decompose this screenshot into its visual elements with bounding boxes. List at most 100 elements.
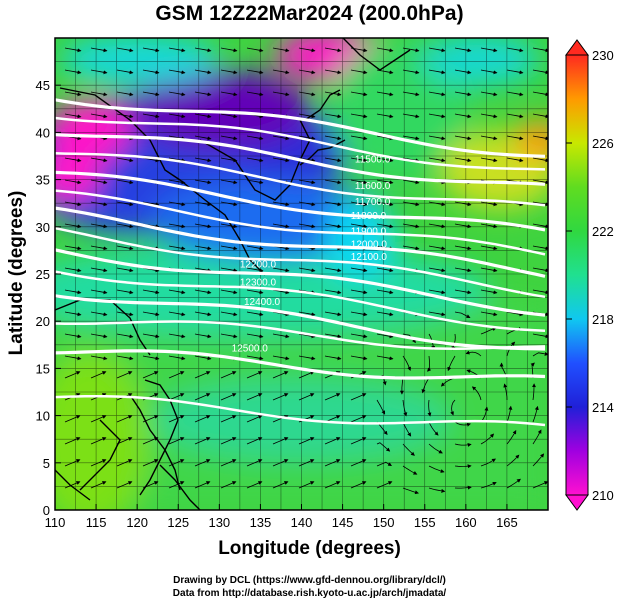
- streamline: [90, 355, 108, 361]
- streamline: [480, 135, 498, 141]
- streamline: [116, 91, 134, 97]
- streamline: [506, 405, 513, 423]
- streamline: [194, 91, 212, 97]
- streamline: [272, 157, 290, 163]
- height-contour: [55, 270, 546, 333]
- streamline: [454, 421, 471, 427]
- streamline: [298, 311, 316, 317]
- streamline: [402, 179, 420, 185]
- streamline: [454, 267, 472, 273]
- streamline: [246, 481, 263, 489]
- streamline: [350, 223, 368, 229]
- streamline: [246, 311, 264, 317]
- streamline: [421, 377, 430, 394]
- streamline: [246, 135, 264, 141]
- streamline: [194, 245, 212, 251]
- streamline: [64, 69, 82, 75]
- streamline: [454, 47, 472, 53]
- streamline: [116, 415, 133, 423]
- x-tick-label: 155: [414, 515, 436, 530]
- streamline: [64, 437, 81, 445]
- streamline: [454, 223, 472, 229]
- x-tick-label: 120: [126, 515, 148, 530]
- streamline: [532, 383, 536, 401]
- streamline: [246, 355, 264, 361]
- streamline: [90, 311, 108, 317]
- streamline: [376, 289, 394, 295]
- streamline: [64, 333, 82, 339]
- streamline: [402, 91, 420, 97]
- x-tick-label: 140: [291, 515, 313, 530]
- streamline: [168, 311, 186, 317]
- streamline: [168, 223, 186, 229]
- streamline: [471, 386, 482, 401]
- streamline: [480, 267, 498, 273]
- streamline: [64, 371, 81, 379]
- streamline: [298, 179, 316, 185]
- streamline: [324, 47, 342, 53]
- streamline: [454, 157, 472, 163]
- streamline: [168, 393, 185, 401]
- streamline: [90, 415, 107, 423]
- streamline: [220, 289, 238, 295]
- streamline: [324, 437, 341, 445]
- streamline: [168, 333, 186, 339]
- streamline: [246, 371, 263, 379]
- height-contour: [55, 206, 546, 278]
- streamline: [480, 113, 498, 119]
- streamline: [142, 333, 160, 339]
- streamline: [90, 91, 108, 97]
- height-contour: [55, 248, 546, 317]
- height-contour: [55, 152, 546, 207]
- streamline: [480, 47, 498, 53]
- streamline: [532, 333, 548, 339]
- streamline: [116, 113, 134, 119]
- streamline: [272, 481, 289, 489]
- streamline: [532, 91, 548, 97]
- streamline: [376, 399, 386, 415]
- streamline: [142, 437, 159, 445]
- streamline: [503, 383, 508, 401]
- streamline: [428, 201, 446, 207]
- streamline: [324, 267, 342, 273]
- temperature-field: 11500.0 11600.0 11700.0 11800.0 11900.0 12000…: [55, 38, 548, 510]
- streamline: [272, 437, 289, 445]
- streamline: [194, 459, 211, 467]
- streamline: [480, 223, 498, 229]
- contour-label: 12000.0: [351, 240, 388, 251]
- streamline: [506, 135, 524, 141]
- streamline: [220, 459, 237, 467]
- streamline: [220, 393, 237, 401]
- streamline: [64, 459, 81, 467]
- streamline: [194, 289, 212, 295]
- streamline: [298, 91, 316, 97]
- streamline: [272, 47, 290, 53]
- streamline: [428, 91, 446, 97]
- streamline: [402, 487, 419, 495]
- streamline: [399, 377, 404, 395]
- streamline: [64, 157, 82, 163]
- streamline: [532, 453, 545, 467]
- streamline: [194, 481, 211, 489]
- streamline: [465, 350, 482, 357]
- streamline: [480, 327, 497, 335]
- streamline: [90, 437, 107, 445]
- streamline: [116, 355, 134, 361]
- streamline: [428, 69, 446, 75]
- streamline: [350, 179, 368, 185]
- streamline: [454, 485, 472, 490]
- x-tick-label: 145: [332, 515, 354, 530]
- streamline: [350, 289, 368, 295]
- streamline: [168, 459, 185, 467]
- streamline: [350, 135, 368, 141]
- streamline: [246, 415, 263, 423]
- streamline: [350, 437, 367, 445]
- streamline: [90, 289, 108, 295]
- streamline: [272, 333, 290, 339]
- streamline: [272, 135, 290, 141]
- streamline: [142, 459, 159, 467]
- streamline: [272, 223, 290, 229]
- streamline: [116, 47, 134, 53]
- streamline: [272, 459, 289, 467]
- streamline: [64, 311, 82, 317]
